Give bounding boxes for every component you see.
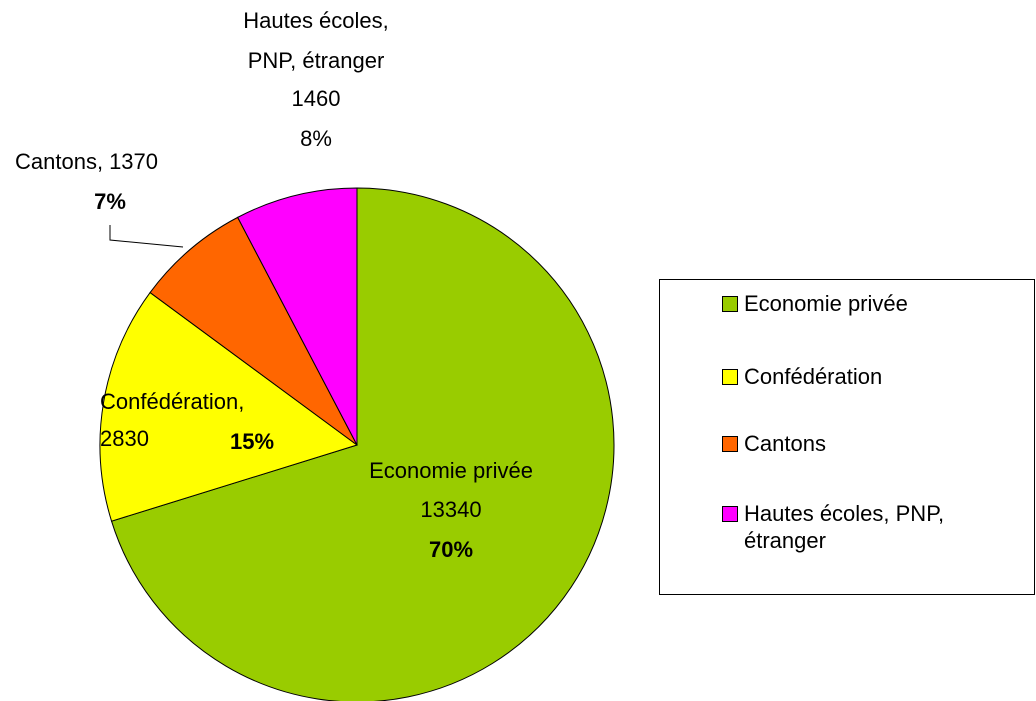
- slice-percent: 8%: [300, 126, 332, 151]
- legend-swatch: [722, 436, 738, 452]
- legend-item: Economie privée: [722, 290, 1032, 317]
- slice-value: 1460: [292, 86, 341, 111]
- legend-item: Confédération: [722, 363, 1032, 390]
- pie-slice: [99, 291, 359, 522]
- slice-name: PNP, étranger: [248, 48, 385, 73]
- legend-swatch: [722, 296, 738, 312]
- slice-name: Economie privée: [369, 458, 533, 483]
- legend-label: Cantons: [744, 431, 826, 456]
- pie-slice: [237, 187, 358, 446]
- slice-percent: 70%: [429, 537, 473, 562]
- leader-line: [109, 225, 184, 248]
- slice-value: 1370: [109, 149, 158, 174]
- legend-item: Hautes écoles, PNP, étranger: [722, 500, 1032, 554]
- legend-item: Cantons: [722, 430, 1032, 457]
- slice-label: Cantons, 1370: [15, 149, 158, 174]
- pie-slice: [110, 187, 615, 701]
- legend-swatch: [722, 506, 738, 522]
- legend-label: Economie privée: [744, 291, 908, 316]
- slice-value: 13340: [420, 497, 481, 522]
- slice-value: 2830: [100, 426, 149, 451]
- slice-percent: 7%: [94, 189, 126, 214]
- slice-name: Cantons,: [15, 149, 103, 174]
- legend-label: Confédération: [744, 364, 883, 389]
- pie-slice: [149, 216, 358, 446]
- slice-percent: 15%: [230, 429, 274, 454]
- slice-name: Confédération,: [100, 389, 244, 414]
- legend-swatch: [722, 369, 738, 385]
- slice-name: Hautes écoles,: [243, 8, 389, 33]
- legend-label: Hautes écoles, PNP, étranger: [744, 501, 945, 553]
- legend: Economie privée Confédération Cantons Haute…: [659, 279, 1035, 595]
